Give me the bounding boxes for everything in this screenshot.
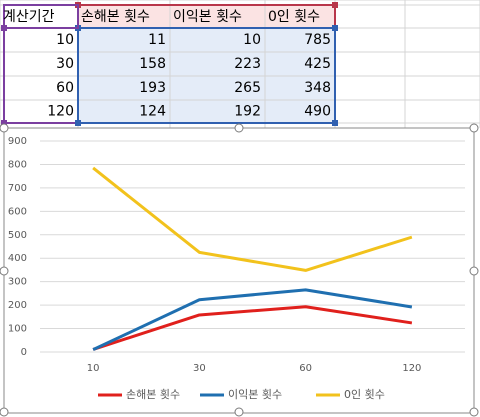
cell: 60 [56,80,74,96]
header-fill [78,5,335,28]
range-handle [1,120,7,126]
chart-area [3,127,475,414]
y-tick-label: 100 [8,324,27,335]
y-tick-label: 0 [21,347,27,358]
header-cell: 이익본 횟수 [173,9,242,25]
cell: 30 [56,56,74,72]
cell: 193 [139,80,166,96]
y-tick-label: 700 [8,183,27,194]
chart[interactable]: 0 100 200 300 400 500 600 700 800 900 10 30 60 120 손해본… [0,123,479,417]
legend-label: 이익본 횟수 [228,388,282,401]
series-line [92,166,413,272]
resize-handle [469,407,479,417]
header-cell: 0인 횟수 [268,9,320,25]
cell: 120 [47,104,74,120]
cell: 11 [148,32,166,48]
cell: 425 [304,56,331,72]
legend-label: 0인 횟수 [344,388,385,401]
cell: 490 [304,104,331,120]
range-handle [75,120,81,126]
series-line [92,288,413,352]
resize-handle [0,123,9,133]
x-tick-label: 10 [87,363,100,374]
cell: 158 [139,56,166,72]
y-tick-label: 400 [8,253,27,264]
y-tick-label: 800 [8,159,27,170]
cell: 10 [243,32,261,48]
cell: 192 [234,104,261,120]
y-tick-label: 900 [8,136,27,147]
cell: 348 [304,80,331,96]
cell: 265 [234,80,261,96]
y-tick-label: 200 [8,300,27,311]
cell: 124 [139,104,166,120]
range-highlight [77,27,336,124]
range-handle [332,120,338,126]
resize-handle [0,407,9,417]
y-tick-label: 300 [8,277,27,288]
resize-handle [469,266,479,276]
resize-handle [234,407,244,417]
resize-handle [234,123,244,133]
header-cell: 계산기간 [3,9,55,25]
y-tick-label: 600 [8,206,27,217]
cell: 785 [304,32,331,48]
spreadsheet: 계산기간 손해본 횟수 이익본 횟수 0인 횟수 10 11 10 785 30 158 223 42… [0,0,480,128]
cell: 223 [234,56,261,72]
x-tick-label: 120 [402,363,421,374]
resize-handle [469,123,479,133]
header-highlight [3,4,79,29]
range-handle [332,2,338,8]
resize-handle [0,266,9,276]
header-cell: 손해본 횟수 [81,9,150,25]
x-tick-label: 30 [193,363,206,374]
range-handle [332,25,338,31]
legend-label: 손해본 횟수 [126,387,180,401]
x-tick-label: 60 [299,363,312,374]
y-tick-label: 500 [8,230,27,241]
series-line [92,305,413,351]
cell: 10 [56,32,74,48]
